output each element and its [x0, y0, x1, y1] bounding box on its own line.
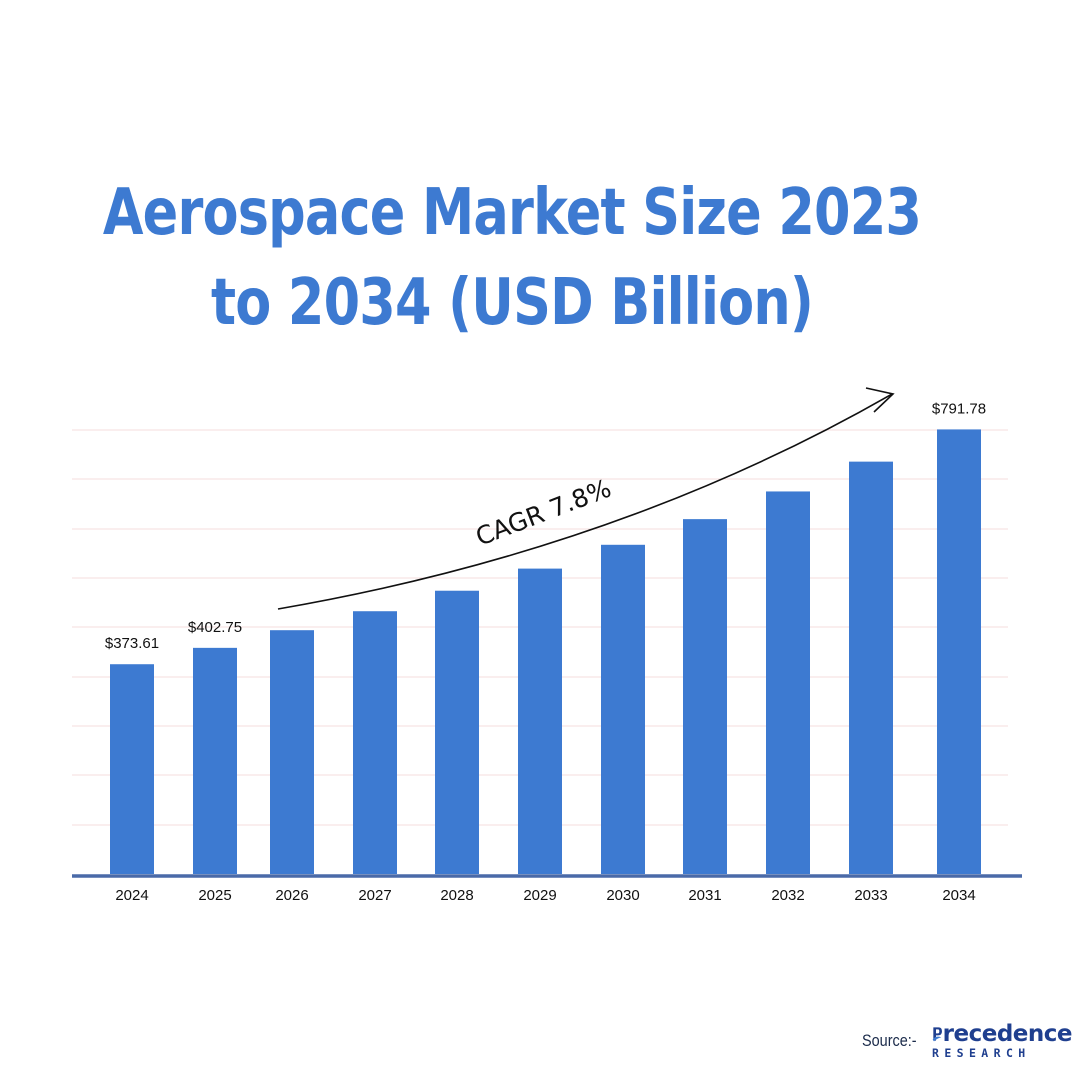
- bar-2028: [435, 590, 479, 874]
- cagr-label: CAGR 7.8%: [472, 474, 615, 552]
- x-tick-labels: 2024 2025 2026 2027 2028 2029 2030 2031 2032 2033…: [115, 887, 975, 904]
- value-label: $402.75: [188, 619, 242, 636]
- x-tick-label: 2029: [523, 887, 556, 904]
- chart-title-line-1: Aerospace Market Size 2023: [102, 176, 922, 250]
- bar-2030: [601, 544, 645, 874]
- x-tick-label: 2031: [688, 887, 721, 904]
- x-tick-label: 2024: [115, 887, 148, 904]
- cagr-arrow: [277, 393, 893, 610]
- value-label: $373.61: [105, 635, 159, 652]
- bars: [110, 429, 981, 874]
- precedence-p-icon: [932, 1027, 942, 1042]
- x-tick-label: 2032: [771, 887, 804, 904]
- brand-logo: recedence RESEARCH: [932, 1021, 1073, 1060]
- brand-subtitle: RESEARCH: [932, 1046, 1031, 1060]
- x-tick-label: 2026: [275, 887, 308, 904]
- value-labels: $373.61 $402.75 $791.78: [105, 400, 986, 652]
- bar-2027: [353, 611, 397, 874]
- bar-2033: [849, 461, 893, 874]
- bar-2029: [518, 568, 562, 874]
- cagr-arrowhead: [865, 387, 895, 413]
- bar-2034: [937, 429, 981, 874]
- x-tick-label: 2025: [198, 887, 231, 904]
- chart-title: Aerospace Market Size 2023 to 2034 (USD …: [92, 168, 932, 348]
- bar-2026: [270, 630, 314, 874]
- x-tick-label: 2033: [854, 887, 887, 904]
- x-tick-label: 2028: [440, 887, 473, 904]
- bar-2025: [193, 647, 237, 874]
- x-tick-label: 2034: [942, 887, 975, 904]
- bar-2032: [766, 491, 810, 874]
- x-tick-label: 2027: [358, 887, 391, 904]
- bar-2031: [683, 519, 727, 874]
- x-tick-label: 2030: [606, 887, 639, 904]
- bar-2024: [110, 664, 154, 874]
- chart-title-line-2: to 2034 (USD Billion): [210, 266, 814, 340]
- value-label: $791.78: [932, 400, 986, 417]
- brand-name: recedence: [942, 1021, 1073, 1047]
- source-label: Source:-: [862, 1031, 917, 1050]
